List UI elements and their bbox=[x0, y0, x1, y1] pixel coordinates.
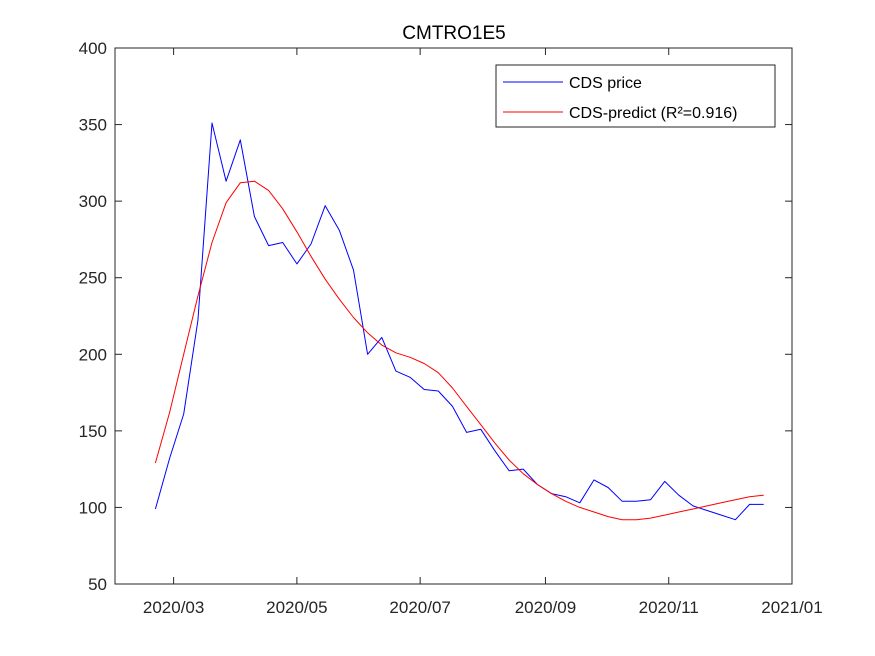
legend-box bbox=[495, 64, 776, 128]
chart-title: CMTRO1E5 bbox=[402, 23, 505, 44]
legend: CDS price CDS-predict (R²=0.916) bbox=[495, 64, 776, 128]
x-tick-label: 2020/09 bbox=[515, 598, 576, 617]
x-tick-label: 2021/01 bbox=[761, 598, 822, 617]
y-tick-label: 300 bbox=[79, 192, 107, 211]
y-tick-label: 350 bbox=[79, 116, 107, 135]
y-tick-label: 200 bbox=[79, 345, 107, 364]
y-tick-label: 50 bbox=[88, 575, 107, 594]
y-tick-label: 250 bbox=[79, 269, 107, 288]
y-tick-label: 150 bbox=[79, 422, 107, 441]
y-tick-label: 400 bbox=[79, 39, 107, 58]
x-tick-label: 2020/05 bbox=[266, 598, 327, 617]
x-tick-label: 2020/03 bbox=[143, 598, 204, 617]
series-line-cds-price bbox=[154, 122, 764, 521]
plot-area bbox=[114, 47, 793, 585]
axis-ticks: 50 100 150 200 250 300 350 400 2020/03 2020/05 202… bbox=[79, 39, 823, 617]
series-layer bbox=[154, 122, 764, 521]
series-line-cds-predict bbox=[154, 180, 764, 521]
legend-label-cds-predict: CDS-predict (R²=0.916) bbox=[569, 105, 738, 122]
y-tick-label: 100 bbox=[79, 498, 107, 517]
x-tick-label: 2020/07 bbox=[389, 598, 450, 617]
legend-label-cds-price: CDS price bbox=[569, 75, 642, 92]
x-tick-label: 2020/11 bbox=[639, 598, 699, 617]
